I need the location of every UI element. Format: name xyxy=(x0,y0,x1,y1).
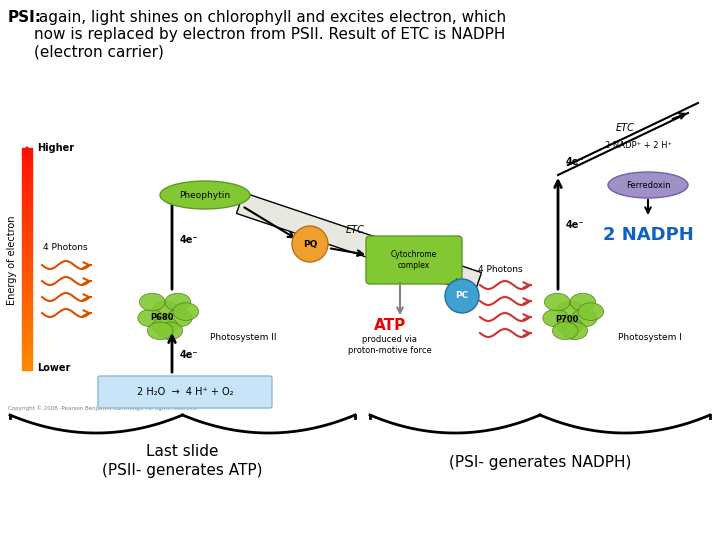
Text: 2 NADP⁺ + 2 H⁺: 2 NADP⁺ + 2 H⁺ xyxy=(605,140,672,150)
Text: ETC: ETC xyxy=(346,225,364,235)
Circle shape xyxy=(445,279,479,313)
FancyBboxPatch shape xyxy=(98,376,272,408)
Text: 2 NADPH: 2 NADPH xyxy=(603,226,693,244)
Ellipse shape xyxy=(544,293,570,311)
Ellipse shape xyxy=(166,309,192,327)
Text: produced via
proton-motive force: produced via proton-motive force xyxy=(348,335,432,355)
Text: 4 Photons: 4 Photons xyxy=(478,266,523,274)
Text: Copyright © 2008 -Pearson Benjamin Cummings. All rights reserved.: Copyright © 2008 -Pearson Benjamin Cummi… xyxy=(8,405,198,411)
Ellipse shape xyxy=(557,301,582,319)
Text: Ferredoxin: Ferredoxin xyxy=(626,180,670,190)
Ellipse shape xyxy=(608,172,688,198)
Text: (PSII- generates ATP): (PSII- generates ATP) xyxy=(102,462,262,477)
Text: Pheophytin: Pheophytin xyxy=(179,191,230,199)
Text: Lower: Lower xyxy=(37,363,71,373)
Ellipse shape xyxy=(173,303,199,320)
Text: Photosystem I: Photosystem I xyxy=(618,334,682,342)
Polygon shape xyxy=(236,193,482,293)
Circle shape xyxy=(292,226,328,262)
Text: 4 Photons: 4 Photons xyxy=(43,244,88,253)
Ellipse shape xyxy=(578,303,603,320)
Text: PQ: PQ xyxy=(303,240,318,248)
Text: Energy of electron: Energy of electron xyxy=(7,215,17,305)
Text: Last slide: Last slide xyxy=(145,444,218,460)
Text: P700: P700 xyxy=(555,315,579,325)
Text: Higher: Higher xyxy=(37,143,74,153)
Ellipse shape xyxy=(140,293,165,311)
Text: P680: P680 xyxy=(150,314,174,322)
Ellipse shape xyxy=(572,309,597,327)
Ellipse shape xyxy=(552,322,578,340)
Text: 4e⁻: 4e⁻ xyxy=(180,350,199,360)
Ellipse shape xyxy=(148,322,173,340)
Text: Cytochrome
complex: Cytochrome complex xyxy=(391,251,437,269)
Ellipse shape xyxy=(157,322,183,340)
Ellipse shape xyxy=(160,181,250,209)
Text: (PSI- generates NADPH): (PSI- generates NADPH) xyxy=(449,455,631,469)
Ellipse shape xyxy=(152,317,178,335)
Ellipse shape xyxy=(570,293,595,311)
Text: 4e⁻: 4e⁻ xyxy=(566,157,585,167)
Text: again, light shines on chlorophyll and excites electron, which
now is replaced b: again, light shines on chlorophyll and e… xyxy=(34,10,506,60)
Ellipse shape xyxy=(152,301,178,319)
Text: PC: PC xyxy=(455,292,469,300)
Text: 4e⁻: 4e⁻ xyxy=(566,220,585,230)
Text: ETC: ETC xyxy=(616,123,634,133)
Text: ATP: ATP xyxy=(374,319,406,334)
Text: Photosystem II: Photosystem II xyxy=(210,334,276,342)
Text: PSI:: PSI: xyxy=(8,10,42,25)
FancyBboxPatch shape xyxy=(366,236,462,284)
Text: 2 H₂O  →  4 H⁺ + O₂: 2 H₂O → 4 H⁺ + O₂ xyxy=(137,387,233,397)
Ellipse shape xyxy=(557,317,582,335)
Ellipse shape xyxy=(543,309,568,327)
Text: 4e⁻: 4e⁻ xyxy=(180,235,199,245)
Ellipse shape xyxy=(165,293,191,311)
Ellipse shape xyxy=(562,322,588,340)
Ellipse shape xyxy=(138,309,163,327)
